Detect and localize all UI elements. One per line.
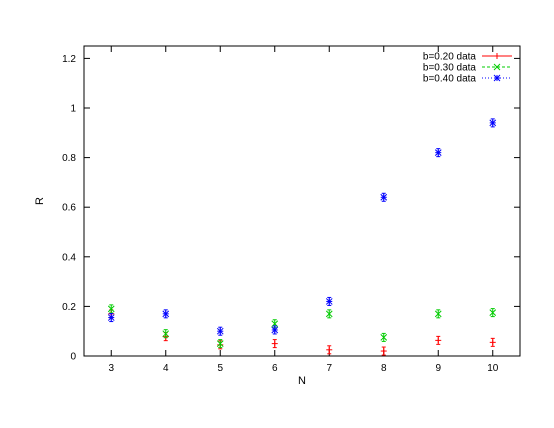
data-points xyxy=(107,118,497,356)
data-point-series-3 xyxy=(380,192,388,202)
data-point-series-1 xyxy=(380,346,387,356)
legend-marker xyxy=(493,63,501,71)
legend-label: b=0.40 data xyxy=(423,74,477,85)
y-axis-label: R xyxy=(34,197,46,205)
legend-marker-stroke xyxy=(493,63,501,71)
data-point-series-1 xyxy=(435,335,442,345)
data-point-series-3 xyxy=(325,296,333,306)
x-tick-label: 5 xyxy=(217,363,223,374)
y-tick-label: 0.2 xyxy=(62,302,76,313)
x-tick-label: 7 xyxy=(326,363,332,374)
y-tick-label: 1 xyxy=(70,104,76,115)
x-tick-label: 9 xyxy=(435,363,441,374)
x-tick-label: 4 xyxy=(163,363,169,374)
legend-marker-stroke xyxy=(493,74,501,82)
x-axis-label: N xyxy=(298,375,306,387)
y-tick-label: 0.4 xyxy=(62,252,76,263)
x-tick-label: 10 xyxy=(487,363,499,374)
legend-marker xyxy=(493,74,501,82)
x-tick-label: 6 xyxy=(272,363,278,374)
data-point-series-3 xyxy=(271,325,279,335)
y-tick-label: 0.6 xyxy=(62,203,76,214)
data-point-series-3 xyxy=(489,118,497,128)
x-tick-label: 8 xyxy=(381,363,387,374)
data-point-series-3 xyxy=(162,309,170,319)
data-point-series-2 xyxy=(380,332,388,342)
plot-frame xyxy=(83,45,521,357)
y-tick-label: 0.8 xyxy=(62,153,76,164)
data-point-series-3 xyxy=(107,313,115,323)
data-point-series-1 xyxy=(489,337,496,347)
x-tick-label: 3 xyxy=(108,363,114,374)
data-point-series-2 xyxy=(107,304,115,314)
legend-label: b=0.20 data xyxy=(423,52,477,63)
data-point-series-2 xyxy=(489,308,497,318)
data-point-series-3 xyxy=(434,148,442,158)
data-point-series-2 xyxy=(434,309,442,319)
data-point-series-2 xyxy=(162,329,170,339)
legend-marker xyxy=(494,53,500,59)
y-tick-label: 0 xyxy=(70,352,76,363)
data-point-series-1 xyxy=(271,339,278,349)
data-point-series-2 xyxy=(216,339,224,349)
axis-ticks: 3 4 5 6 7 8 9 10 0 0.2 0.4 0.6 0.8 1 1.2 xyxy=(62,46,520,374)
data-point-series-3 xyxy=(216,326,224,336)
data-point-series-1 xyxy=(326,345,333,355)
legend-label: b=0.30 data xyxy=(423,63,477,74)
y-tick-label: 1.2 xyxy=(62,54,76,65)
data-point-series-2 xyxy=(325,309,333,319)
